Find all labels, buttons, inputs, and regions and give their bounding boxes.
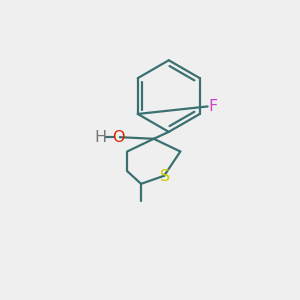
Text: S: S: [160, 169, 170, 184]
Text: O: O: [112, 130, 124, 145]
Text: F: F: [208, 99, 217, 114]
Text: H: H: [94, 130, 107, 145]
